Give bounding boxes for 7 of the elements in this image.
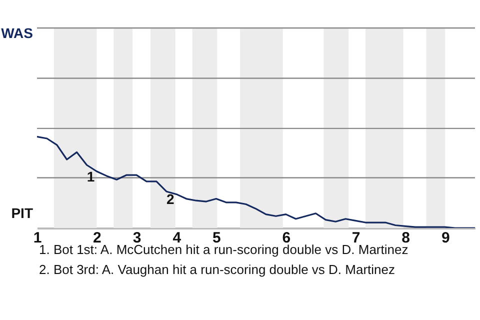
text: 2. Bot 3rd: A. Vaughan hit a run-scoring double vs D. Martinez xyxy=(39,262,396,277)
text: PIT xyxy=(11,205,34,221)
annotation: 2 xyxy=(166,191,174,208)
annotation: 1 xyxy=(86,168,95,184)
x-tick-label: 1 xyxy=(33,230,42,246)
text: WAS xyxy=(1,25,33,41)
x-tick-label: 9 xyxy=(441,230,450,246)
